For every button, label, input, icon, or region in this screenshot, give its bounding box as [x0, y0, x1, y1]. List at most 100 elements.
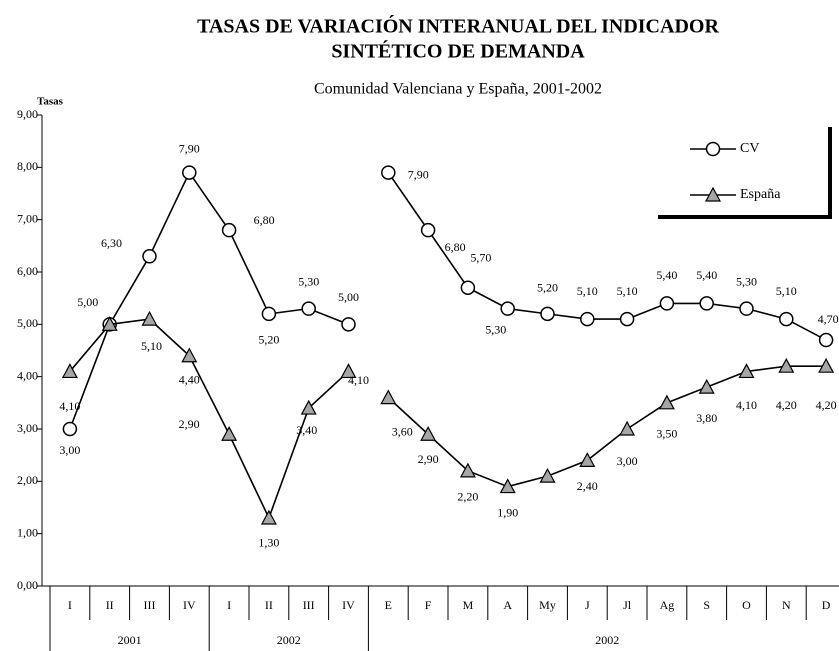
- marker: [182, 165, 197, 180]
- data-label: 5,10: [776, 284, 797, 298]
- x-tick-label: A: [503, 598, 512, 612]
- marker: [62, 421, 78, 437]
- x-tick-label: N: [782, 598, 791, 612]
- data-label: 5,10: [141, 339, 162, 353]
- marker: [698, 378, 715, 394]
- data-label: 5,10: [617, 284, 638, 298]
- marker: [340, 363, 357, 379]
- y-tick-label: 5,00: [17, 316, 38, 330]
- legend-label: España: [740, 187, 781, 202]
- data-label: 3,00: [59, 443, 80, 457]
- data-label: 1,90: [497, 505, 518, 519]
- marker: [341, 317, 356, 332]
- data-label: 4,20: [816, 398, 837, 412]
- data-label: 5,10: [577, 284, 598, 298]
- marker: [420, 425, 437, 441]
- series-line: [69, 170, 349, 430]
- marker: [142, 249, 157, 264]
- marker: [300, 399, 317, 415]
- x-tick-label: E: [385, 598, 392, 612]
- x-tick-label: O: [742, 598, 751, 612]
- group-label: 2002: [277, 633, 301, 647]
- data-label: 2,40: [577, 479, 598, 493]
- chart-subtitle: Comunidad Valenciana y España, 2001-2002: [314, 81, 602, 98]
- chart-title: TASAS DE VARIACIÓN INTERANUAL DEL INDICA…: [197, 14, 719, 38]
- marker: [460, 280, 476, 295]
- marker: [181, 347, 198, 363]
- x-tick-label: S: [703, 598, 710, 612]
- marker: [579, 452, 596, 467]
- data-label: 5,30: [485, 322, 506, 336]
- marker: [779, 311, 794, 327]
- marker: [540, 306, 555, 322]
- x-tick-label: III: [144, 598, 156, 612]
- marker: [738, 363, 755, 379]
- marker: [420, 222, 436, 238]
- marker: [221, 222, 237, 238]
- y-tick-label: 3,00: [17, 421, 38, 435]
- x-tick-label: J: [585, 598, 590, 612]
- data-label: 5,20: [258, 333, 279, 347]
- x-tick-label: D: [822, 598, 831, 612]
- series-line: [387, 365, 827, 488]
- data-label: 2,90: [179, 417, 200, 431]
- data-label: 5,40: [656, 268, 677, 282]
- series-line: [69, 318, 350, 521]
- data-label: 5,20: [537, 281, 558, 295]
- legend-box: [655, 127, 831, 217]
- marker: [739, 301, 754, 316]
- marker: [301, 301, 316, 316]
- x-tick-label: IV: [183, 598, 196, 612]
- marker: [260, 509, 277, 525]
- marker: [499, 478, 516, 494]
- data-label: 4,20: [776, 398, 797, 412]
- legend-label: CV: [740, 141, 759, 156]
- data-label: 6,80: [254, 213, 275, 227]
- x-tick-label: I: [68, 598, 72, 612]
- marker: [699, 296, 714, 311]
- marker: [261, 306, 277, 322]
- y-tick-label: 7,00: [17, 211, 38, 225]
- data-label: 5,30: [736, 274, 757, 288]
- marker: [659, 296, 675, 311]
- marker: [221, 425, 238, 441]
- marker: [619, 311, 635, 327]
- x-tick-label: My: [539, 598, 556, 612]
- data-label: 3,80: [696, 411, 717, 425]
- data-label: 5,00: [77, 295, 98, 309]
- y-tick-label: 9,00: [17, 107, 38, 121]
- y-tick-label: 0,00: [17, 578, 38, 592]
- data-label: 7,90: [179, 141, 200, 155]
- marker: [580, 311, 595, 327]
- data-label: 5,00: [338, 290, 359, 304]
- marker: [658, 394, 675, 410]
- data-label: 7,90: [408, 167, 429, 181]
- x-tick-label: F: [425, 598, 432, 612]
- data-label: 4,10: [736, 398, 757, 412]
- group-label: 2002: [595, 633, 619, 647]
- data-label: 5,30: [298, 274, 319, 288]
- data-label: 2,90: [418, 452, 439, 466]
- data-label: 4,10: [59, 399, 80, 413]
- chart-title: SINTÉTICO DE DEMANDA: [331, 40, 585, 63]
- data-label: 3,60: [392, 424, 413, 438]
- y-tick-label: 1,00: [17, 525, 38, 539]
- x-tick-label: II: [106, 598, 114, 612]
- data-label: 1,30: [258, 536, 279, 550]
- x-tick-label: Ag: [660, 598, 675, 612]
- y-tick-label: 6,00: [17, 264, 38, 278]
- data-label: 5,40: [696, 268, 717, 282]
- x-tick-label: Jl: [623, 598, 632, 612]
- marker: [459, 462, 476, 478]
- x-tick-label: II: [265, 598, 273, 612]
- marker: [619, 420, 636, 436]
- marker: [101, 316, 118, 331]
- data-label: 5,70: [470, 250, 491, 264]
- data-label: 6,80: [445, 240, 466, 254]
- marker: [380, 389, 397, 405]
- marker: [818, 357, 835, 373]
- data-label: 4,40: [179, 372, 200, 386]
- y-tick-label: 2,00: [17, 473, 38, 487]
- marker: [500, 301, 515, 316]
